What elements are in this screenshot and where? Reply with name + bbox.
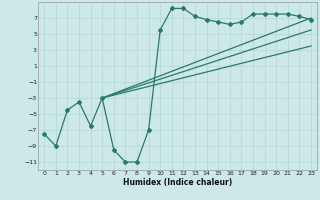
X-axis label: Humidex (Indice chaleur): Humidex (Indice chaleur) [123,178,232,187]
